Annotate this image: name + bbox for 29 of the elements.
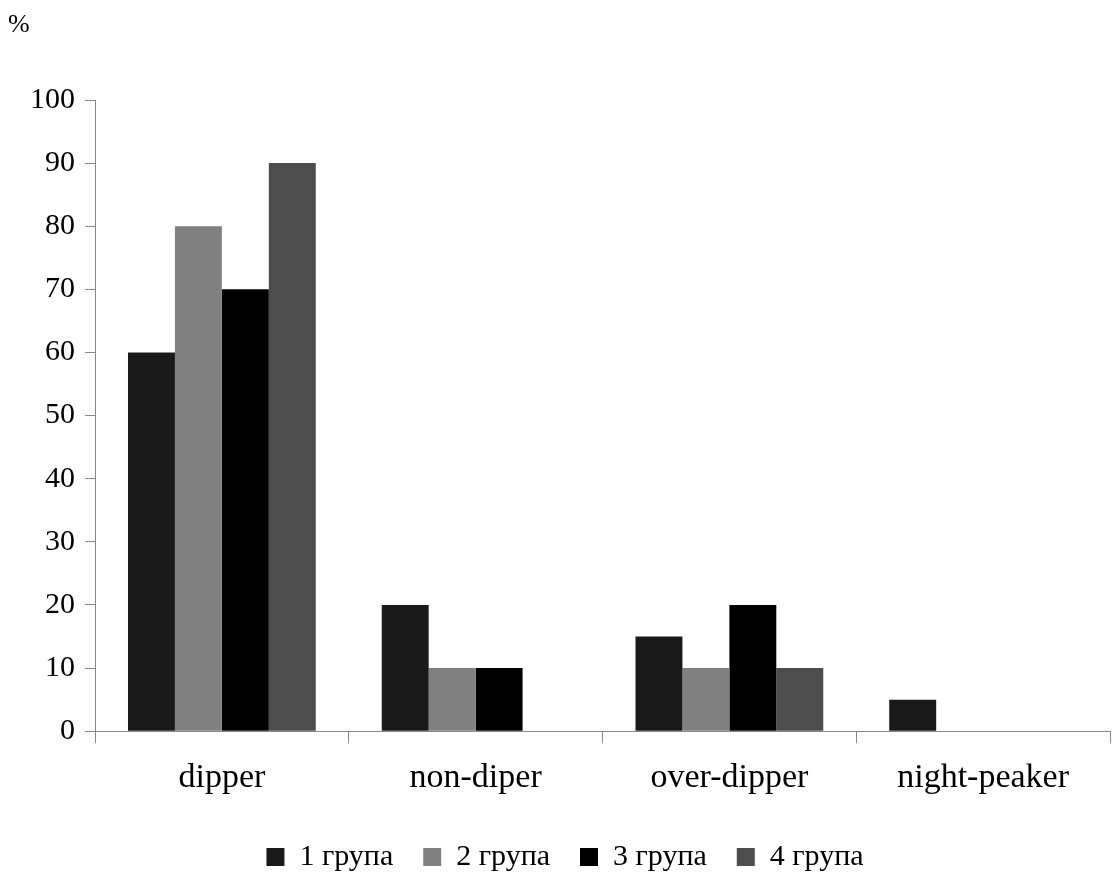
x-tick-label: dipper [178,756,266,794]
x-tick-label: over-dipper [650,756,810,794]
legend-label: 3 група [613,837,707,871]
legend-label: 2 група [456,837,550,871]
bar [268,163,316,731]
y-tick-label: 20 [45,585,75,619]
bar [889,699,937,731]
bar [635,636,683,731]
bar [381,604,429,731]
y-tick-label: 10 [45,648,75,682]
legend-label: 1 група [299,837,394,871]
bar [127,352,175,731]
bar [776,668,824,731]
y-tick-label: 100 [30,80,75,114]
y-tick-label: 50 [45,396,75,430]
y-tick-label: 30 [45,522,75,556]
x-tick-label: non-diper [409,756,543,794]
y-axis-title: % [8,8,30,38]
bar [729,604,777,731]
y-tick-label: 70 [45,270,75,304]
bar [475,668,523,731]
bar [221,289,269,731]
legend-label: 4 група [769,837,864,871]
y-tick-label: 90 [45,143,75,177]
y-tick-label: 40 [45,459,75,493]
y-tick-label: 60 [45,333,75,367]
x-tick-label: night-peaker [897,756,1070,794]
y-tick-label: 80 [45,207,75,241]
y-tick-label: 0 [60,712,75,746]
